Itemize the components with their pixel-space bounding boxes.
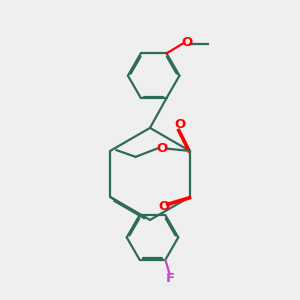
Text: O: O [181, 35, 192, 49]
Text: F: F [166, 272, 175, 286]
Text: O: O [174, 118, 185, 131]
Text: O: O [156, 142, 167, 155]
Text: O: O [158, 200, 169, 213]
